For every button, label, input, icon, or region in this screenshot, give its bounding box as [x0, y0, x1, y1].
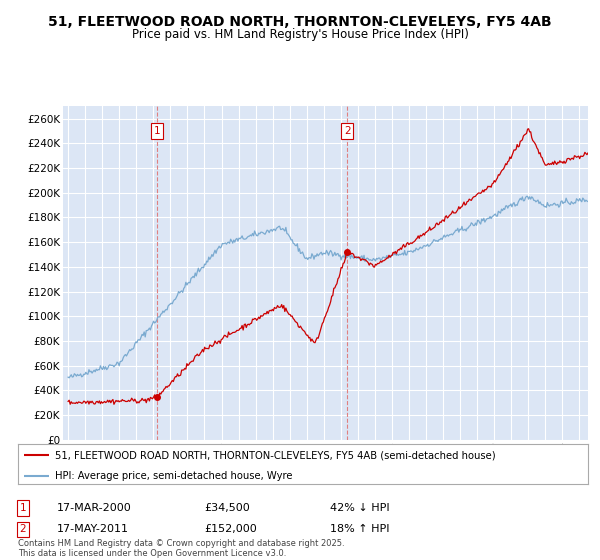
Text: 17-MAR-2000: 17-MAR-2000: [57, 503, 132, 513]
Text: Price paid vs. HM Land Registry's House Price Index (HPI): Price paid vs. HM Land Registry's House …: [131, 28, 469, 41]
Text: 1: 1: [154, 126, 160, 136]
Text: 42% ↓ HPI: 42% ↓ HPI: [330, 503, 389, 513]
Text: 2: 2: [19, 524, 26, 534]
Text: 51, FLEETWOOD ROAD NORTH, THORNTON-CLEVELEYS, FY5 4AB: 51, FLEETWOOD ROAD NORTH, THORNTON-CLEVE…: [48, 15, 552, 29]
Text: 18% ↑ HPI: 18% ↑ HPI: [330, 524, 389, 534]
Text: £152,000: £152,000: [204, 524, 257, 534]
Text: 2: 2: [344, 126, 350, 136]
Text: Contains HM Land Registry data © Crown copyright and database right 2025.
This d: Contains HM Land Registry data © Crown c…: [18, 539, 344, 558]
Text: 1: 1: [19, 503, 26, 513]
Text: HPI: Average price, semi-detached house, Wyre: HPI: Average price, semi-detached house,…: [55, 470, 293, 480]
Text: 51, FLEETWOOD ROAD NORTH, THORNTON-CLEVELEYS, FY5 4AB (semi-detached house): 51, FLEETWOOD ROAD NORTH, THORNTON-CLEVE…: [55, 450, 496, 460]
Text: £34,500: £34,500: [204, 503, 250, 513]
Bar: [157, 106, 347, 440]
Text: 17-MAY-2011: 17-MAY-2011: [57, 524, 129, 534]
